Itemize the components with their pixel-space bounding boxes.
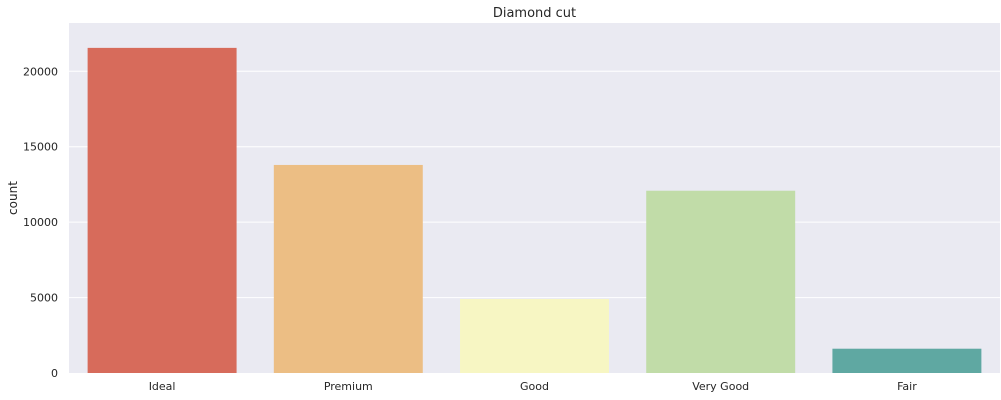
x-tick-label: Good [520, 380, 549, 393]
chart-title: Diamond cut [493, 6, 576, 21]
x-axis-ticks: Ideal Premium Good Very Good Fair [149, 380, 917, 393]
x-tick-label: Premium [324, 380, 373, 393]
y-tick-label: 0 [51, 367, 58, 380]
x-tick-label: Ideal [149, 380, 176, 393]
bar-fair [832, 348, 982, 373]
bar-premium [273, 164, 423, 373]
y-tick-label: 5000 [30, 292, 58, 305]
bars-group [87, 47, 982, 373]
y-tick-label: 15000 [23, 141, 58, 154]
bar-good [460, 298, 609, 373]
bar-very-good [646, 190, 796, 373]
y-axis-label: count [6, 181, 20, 215]
x-tick-label: Very Good [692, 380, 749, 393]
bar-ideal [87, 47, 237, 373]
y-tick-label: 20000 [23, 65, 58, 78]
y-tick-label: 10000 [23, 216, 58, 229]
y-axis-ticks: 0 5000 10000 15000 20000 [23, 65, 58, 380]
x-tick-label: Fair [897, 380, 917, 393]
